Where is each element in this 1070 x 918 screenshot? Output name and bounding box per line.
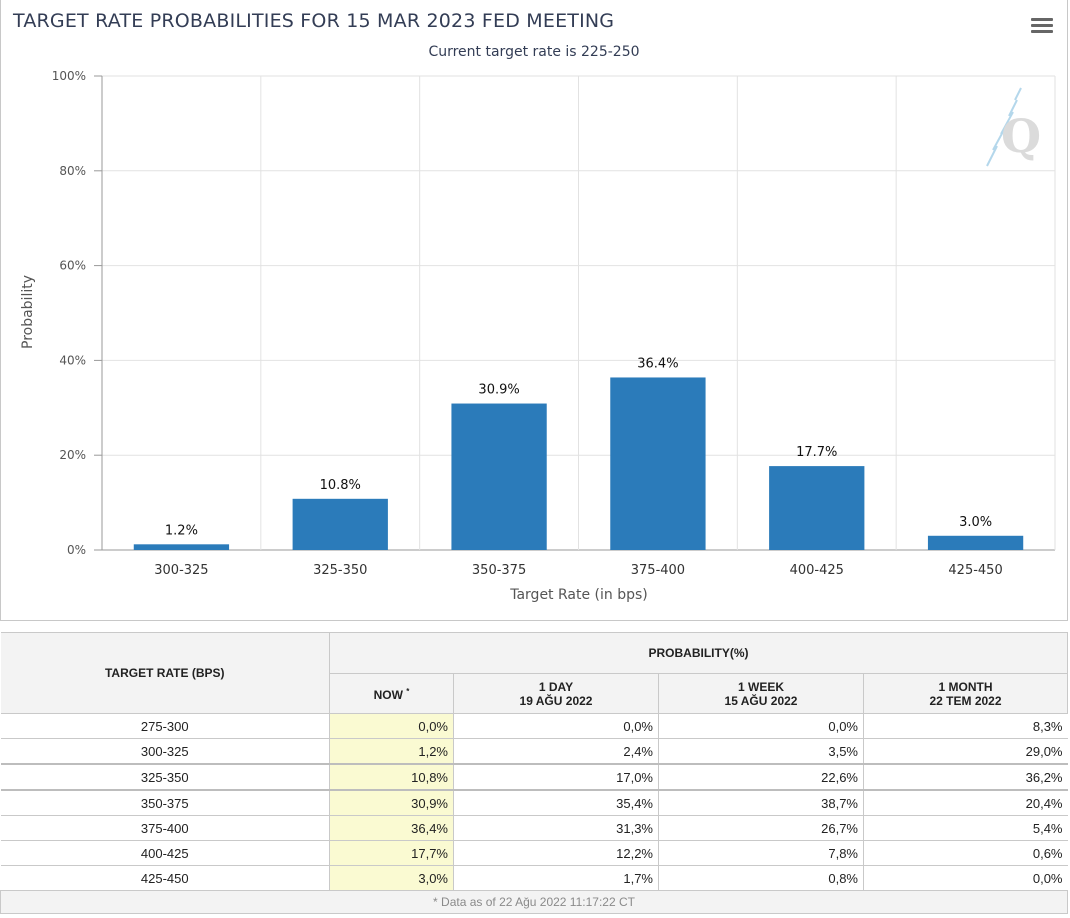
x-axis-title: Target Rate (in bps) bbox=[509, 587, 648, 603]
month-cell: 36,2% bbox=[863, 763, 1068, 791]
rate-cell: 400-425 bbox=[0, 840, 330, 866]
rate-cell: 375-400 bbox=[0, 815, 330, 841]
table-row: 300-325 1,2% 2,4% 3,5% 29,0% bbox=[0, 738, 1068, 765]
chart-subtitle: Current target rate is 225-250 bbox=[428, 44, 639, 60]
month-cell: 20,4% bbox=[863, 789, 1068, 816]
table-footer: * Data as of 22 Ağu 2022 11:17:22 CT bbox=[0, 890, 1068, 914]
week-cell: 0,8% bbox=[658, 865, 864, 891]
y-tick-label: 0% bbox=[67, 543, 86, 557]
table-row: 275-300 0,0% 0,0% 0,0% 8,3% bbox=[0, 713, 1068, 739]
bar bbox=[292, 498, 388, 550]
now-cell: 17,7% bbox=[329, 840, 454, 866]
week-cell: 22,6% bbox=[658, 763, 864, 791]
svg-text:Q: Q bbox=[1001, 109, 1041, 163]
week-cell: 7,8% bbox=[658, 840, 864, 866]
x-category-label: 325-350 bbox=[313, 563, 367, 578]
bar-value-label: 17.7% bbox=[796, 445, 837, 460]
day-cell: 1,7% bbox=[453, 865, 659, 891]
now-cell: 10,8% bbox=[329, 763, 454, 791]
week-cell: 0,0% bbox=[658, 713, 864, 739]
now-cell: 30,9% bbox=[329, 789, 454, 816]
y-axis-title: Probability bbox=[20, 275, 36, 349]
bar bbox=[610, 377, 706, 550]
probability-bar-chart: TARGET RATE PROBABILITIES FOR 15 MAR 202… bbox=[12, 10, 1056, 603]
bar bbox=[927, 535, 1024, 550]
now-cell: 1,2% bbox=[329, 738, 454, 765]
rate-cell: 325-350 bbox=[0, 763, 330, 791]
day-cell: 0,0% bbox=[453, 713, 659, 739]
header-1-month: 1 MONTH 22 TEM 2022 bbox=[863, 673, 1068, 714]
bar bbox=[769, 466, 865, 550]
now-cell: 36,4% bbox=[329, 815, 454, 841]
bar bbox=[451, 403, 547, 550]
month-cell: 29,0% bbox=[863, 738, 1068, 765]
bar bbox=[133, 544, 230, 550]
chart-title: TARGET RATE PROBABILITIES FOR 15 MAR 202… bbox=[12, 10, 614, 32]
x-category-label: 375-400 bbox=[631, 563, 685, 578]
x-category-label: 300-325 bbox=[154, 563, 208, 578]
table-row: 325-350 10,8% 17,0% 22,6% 36,2% bbox=[0, 763, 1068, 791]
day-cell: 31,3% bbox=[453, 815, 659, 841]
day-cell: 2,4% bbox=[453, 738, 659, 765]
y-tick-label: 40% bbox=[59, 353, 86, 367]
day-cell: 12,2% bbox=[453, 840, 659, 866]
y-tick-label: 100% bbox=[52, 69, 86, 83]
y-tick-label: 60% bbox=[59, 259, 86, 273]
header-target-rate: TARGET RATE (BPS) bbox=[0, 632, 330, 714]
month-cell: 0,0% bbox=[863, 865, 1068, 891]
probability-table: TARGET RATE (BPS) PROBABILITY(%) NOW * 1… bbox=[0, 632, 1068, 914]
day-cell: 17,0% bbox=[453, 763, 659, 791]
x-category-label: 425-450 bbox=[948, 563, 1002, 578]
y-tick-label: 20% bbox=[59, 448, 86, 462]
rate-cell: 275-300 bbox=[0, 713, 330, 739]
table-row: 350-375 30,9% 35,4% 38,7% 20,4% bbox=[0, 789, 1068, 816]
table-row: 425-450 3,0% 1,7% 0,8% 0,0% bbox=[0, 865, 1068, 891]
table-row: 400-425 17,7% 12,2% 7,8% 0,6% bbox=[0, 840, 1068, 866]
week-cell: 26,7% bbox=[658, 815, 864, 841]
hamburger-menu-icon bbox=[1031, 18, 1053, 21]
gridlines bbox=[101, 75, 1056, 551]
bar-value-label: 30.9% bbox=[478, 383, 519, 398]
day-cell: 35,4% bbox=[453, 789, 659, 816]
data-labels: 1.2% 300-325 10.8% 325-350 30.9% 350-375 36.4%… bbox=[154, 356, 1002, 578]
y-tick-label: 80% bbox=[59, 164, 86, 178]
month-cell: 8,3% bbox=[863, 713, 1068, 739]
bars bbox=[133, 377, 1024, 550]
bar-value-label: 10.8% bbox=[320, 478, 361, 493]
rate-cell: 300-325 bbox=[0, 738, 330, 765]
bar-value-label: 36.4% bbox=[637, 356, 678, 371]
chart-panel: TARGET RATE PROBABILITIES FOR 15 MAR 202… bbox=[0, 0, 1068, 621]
rate-cell: 350-375 bbox=[0, 789, 330, 816]
month-cell: 0,6% bbox=[863, 840, 1068, 866]
header-1-day: 1 DAY 19 AĞU 2022 bbox=[453, 673, 659, 714]
x-category-label: 400-425 bbox=[790, 563, 844, 578]
bar-value-label: 3.0% bbox=[959, 515, 992, 530]
now-cell: 3,0% bbox=[329, 865, 454, 891]
week-cell: 3,5% bbox=[658, 738, 864, 765]
quikstrike-q-logo: Q bbox=[986, 87, 1041, 167]
month-cell: 5,4% bbox=[863, 815, 1068, 841]
bar-value-label: 1.2% bbox=[165, 523, 198, 538]
header-1-week: 1 WEEK 15 AĞU 2022 bbox=[658, 673, 864, 714]
now-cell: 0,0% bbox=[329, 713, 454, 739]
table-row: 375-400 36,4% 31,3% 26,7% 5,4% bbox=[0, 815, 1068, 841]
week-cell: 38,7% bbox=[658, 789, 864, 816]
header-now: NOW * bbox=[329, 673, 454, 714]
chart-menu-button[interactable] bbox=[1031, 18, 1053, 36]
rate-cell: 425-450 bbox=[0, 865, 330, 891]
header-probability: PROBABILITY(%) bbox=[329, 632, 1068, 674]
data-timestamp-note: * Data as of 22 Ağu 2022 11:17:22 CT bbox=[0, 890, 1068, 914]
x-category-label: 350-375 bbox=[472, 563, 526, 578]
axes: 0% 20% 40% 60% 80% 100% bbox=[52, 69, 103, 557]
